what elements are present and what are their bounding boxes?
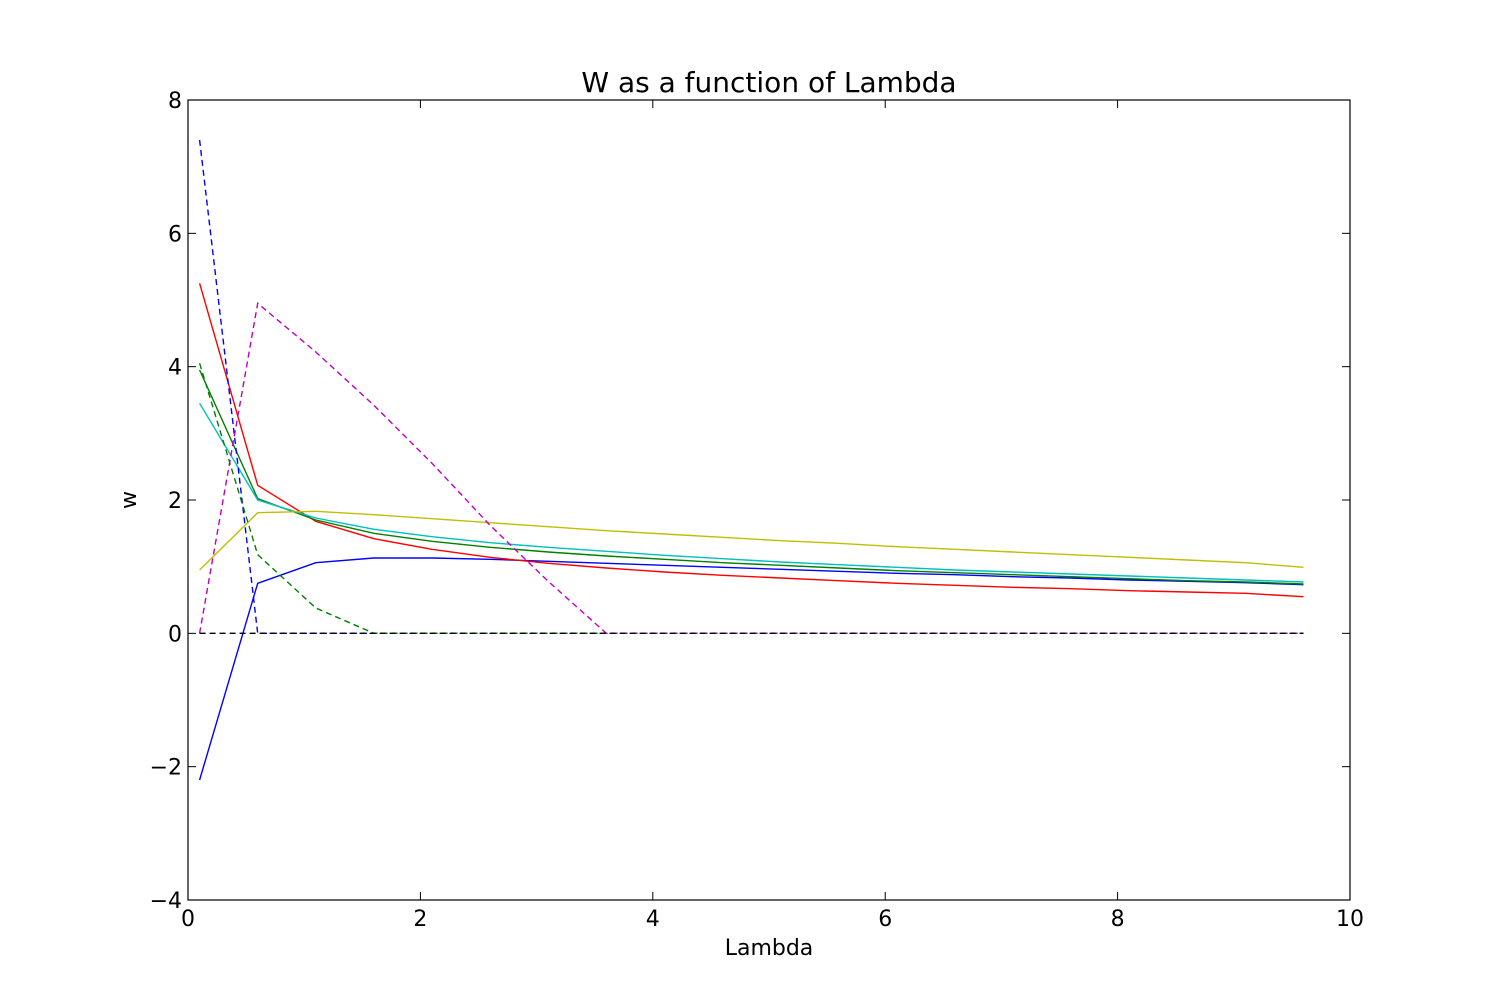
series-line-4 [198,402,1304,583]
x-tick-label-3: 6 [878,907,892,932]
y-tick-label-1: −2 [150,756,182,781]
y-tick-label-4: 4 [168,356,182,381]
x-tick-label-2: 4 [646,907,660,932]
series-line-1 [198,557,1304,781]
y-axis-label: w [117,491,142,509]
x-tick-label-0: 0 [181,907,195,932]
series-line-2 [198,283,1304,598]
x-axis-label: Lambda [725,936,814,961]
y-tick-label-5: 6 [168,222,182,247]
x-tick-label-1: 2 [413,907,427,932]
y-tick-label-3: 2 [168,489,182,514]
y-tick-label-0: −4 [150,889,182,914]
y-tick-label-6: 8 [168,89,182,114]
series-line-5 [199,510,1304,571]
series-layer [198,139,1304,781]
chart-title: W as a function of Lambda [581,66,956,99]
x-tick-label-4: 8 [1111,907,1125,932]
tick-layer: 0 2 4 6 8 10 −4 −2 0 2 4 6 8 [150,89,1364,932]
x-tick-label-5: 10 [1336,907,1364,932]
y-tick-label-2: 0 [168,622,182,647]
series-line-3 [198,369,1304,585]
